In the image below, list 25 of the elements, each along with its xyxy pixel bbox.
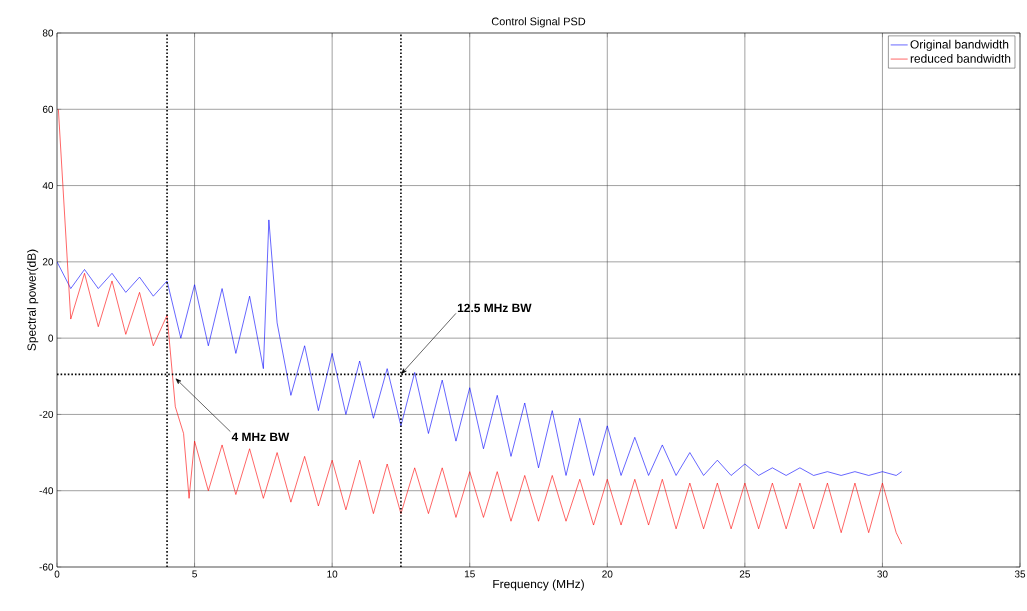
x-tick-label: 10 xyxy=(327,570,338,578)
y-tick-label: 60 xyxy=(42,105,54,113)
y-tick-label: 20 xyxy=(42,258,54,266)
annotation: 4 MHz BW xyxy=(231,432,290,442)
x-tick-label: 30 xyxy=(877,570,888,578)
y-tick-label: -20 xyxy=(39,410,54,418)
legend-label: Original bandwidth xyxy=(910,39,1009,51)
y-tick-label: 0 xyxy=(48,334,54,342)
x-tick-label: 0 xyxy=(54,570,60,578)
x-tick-label: 25 xyxy=(739,570,750,578)
x-axis-title: Frequency (MHz) xyxy=(493,579,584,591)
line-series xyxy=(58,108,902,545)
x-tick-label: 35 xyxy=(1014,570,1026,578)
y-tick-label: -60 xyxy=(39,563,54,571)
x-tick-label: 15 xyxy=(464,570,475,578)
chart-title: Control Signal PSD xyxy=(491,17,586,28)
y-tick-label: 80 xyxy=(42,29,54,37)
legend-label: reduced bandwidth xyxy=(910,54,1011,63)
y-tick-label: -40 xyxy=(39,487,54,495)
y-axis-title: Spectral power(dB) xyxy=(27,249,39,351)
line-series xyxy=(57,219,902,476)
x-tick-label: 20 xyxy=(602,570,613,578)
annotation: 12.5 MHz BW xyxy=(457,303,532,313)
y-tick-label: 40 xyxy=(42,182,54,190)
x-tick-label: 5 xyxy=(192,570,197,578)
